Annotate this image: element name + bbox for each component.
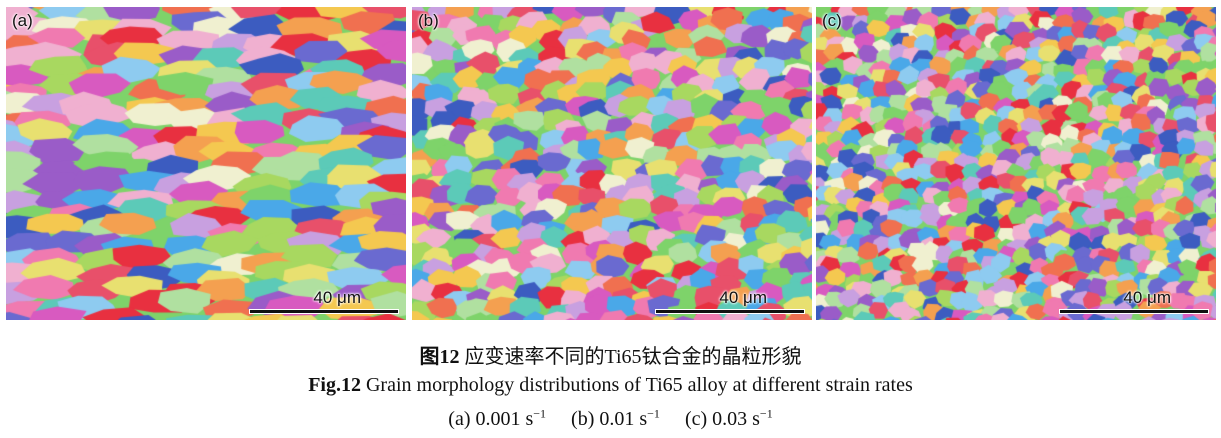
- caption-en-prefix: Fig.12: [308, 374, 361, 396]
- grain-map-image: [816, 7, 1216, 320]
- caption-sub-c: (c) 0.03 s−1: [684, 406, 773, 430]
- caption-cn: 图12 应变速率不同的Ti65钛合金的晶粒形貌: [0, 340, 1221, 369]
- grain-map-image: [6, 7, 406, 320]
- sub-c-text: (c) 0.03 s: [684, 407, 760, 430]
- ebsd-map-c: (c) 40 μm: [816, 7, 1216, 320]
- scale-bar: [250, 310, 398, 313]
- sub-b-text: (b) 0.01 s: [571, 407, 648, 430]
- panel-label: (a): [12, 11, 33, 30]
- caption-sub-b: (b) 0.01 s−1: [571, 406, 660, 430]
- caption-cn-text: 应变速率不同的Ti65钛合金的晶粒形貌: [464, 346, 802, 368]
- scale-bar-label: 40 μm: [1123, 288, 1171, 307]
- caption-en-text: Grain morphology distributions of Ti65 a…: [365, 374, 913, 396]
- grain-map-image: [412, 7, 812, 320]
- panel-label: (c): [822, 11, 842, 30]
- caption-cn-prefix: 图12: [419, 346, 460, 368]
- scale-bar: [1060, 310, 1208, 313]
- ebsd-map-a: (a) 40 μm: [6, 7, 406, 320]
- sub-a-exp: −1: [533, 406, 547, 420]
- caption-sub-a: (a) 0.001 s−1: [448, 406, 547, 430]
- scale-bar-label: 40 μm: [313, 288, 361, 307]
- sub-a-text: (a) 0.001 s: [448, 407, 534, 430]
- scale-bar-label: 40 μm: [719, 288, 767, 307]
- sub-b-exp: −1: [647, 406, 660, 420]
- panel-label: (b): [418, 11, 439, 30]
- ebsd-map-b: (b) 40 μm: [412, 7, 812, 320]
- caption-en: Fig.12 Grain morphology distributions of…: [0, 374, 1221, 397]
- scale-bar: [656, 310, 804, 313]
- sub-c-exp: −1: [759, 406, 773, 420]
- caption-subs: (a) 0.001 s−1 (b) 0.01 s−1 (c) 0.03 s−1: [0, 406, 1221, 431]
